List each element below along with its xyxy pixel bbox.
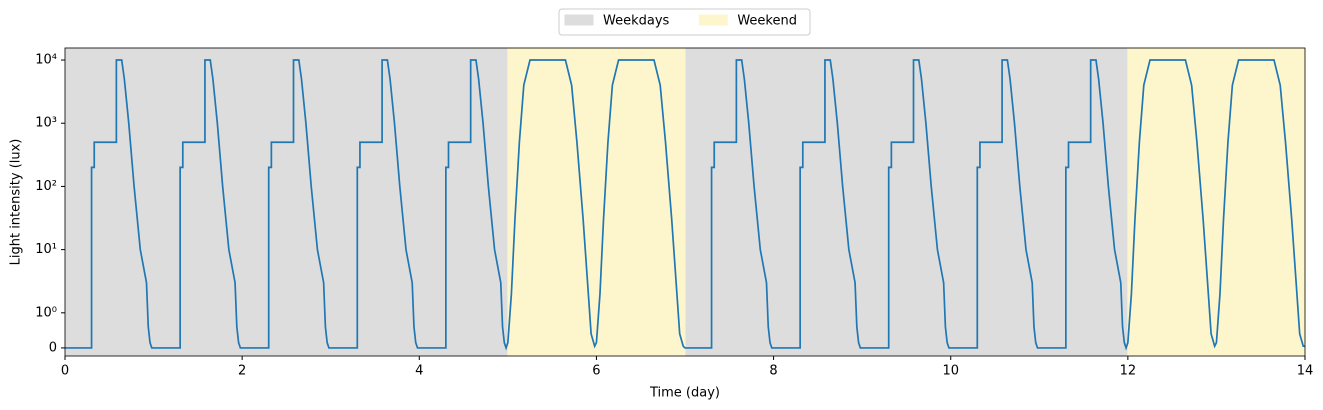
data-line bbox=[65, 59, 1305, 351]
x-tick-label: 0 bbox=[61, 364, 69, 379]
y-tick-label: 10¹ bbox=[35, 242, 57, 257]
x-tick-label: 6 bbox=[592, 364, 600, 379]
legend-box bbox=[558, 8, 811, 36]
legend-label: Weekdays bbox=[603, 14, 670, 29]
x-tick-label: 4 bbox=[415, 364, 423, 379]
y-tick-label: 10⁴ bbox=[35, 53, 57, 68]
x-tick-label: 14 bbox=[1297, 364, 1314, 379]
shaded-span bbox=[1127, 47, 1306, 357]
y-tick-label: 10³ bbox=[35, 116, 57, 131]
x-tick-label: 8 bbox=[769, 364, 777, 379]
legend-swatch bbox=[564, 14, 594, 26]
y-axis-label: Light intensity (lux) bbox=[9, 139, 24, 266]
y-tick-label: 10² bbox=[35, 179, 57, 194]
shaded-span bbox=[507, 47, 686, 357]
legend-label: Weekend bbox=[737, 14, 797, 29]
shaded-span bbox=[684, 47, 1129, 357]
x-tick-label: 2 bbox=[238, 364, 246, 379]
legend: Weekdays Weekend bbox=[558, 8, 811, 36]
legend-swatch bbox=[698, 14, 728, 26]
y-tick-label: 10⁰ bbox=[35, 305, 57, 320]
plot-frame bbox=[64, 47, 1306, 357]
shaded-span bbox=[64, 47, 509, 357]
y-tick-label: 0 bbox=[49, 340, 57, 355]
x-tick-label: 12 bbox=[1120, 364, 1137, 379]
x-tick-label: 10 bbox=[942, 364, 959, 379]
x-axis-label: Time (day) bbox=[649, 386, 720, 401]
